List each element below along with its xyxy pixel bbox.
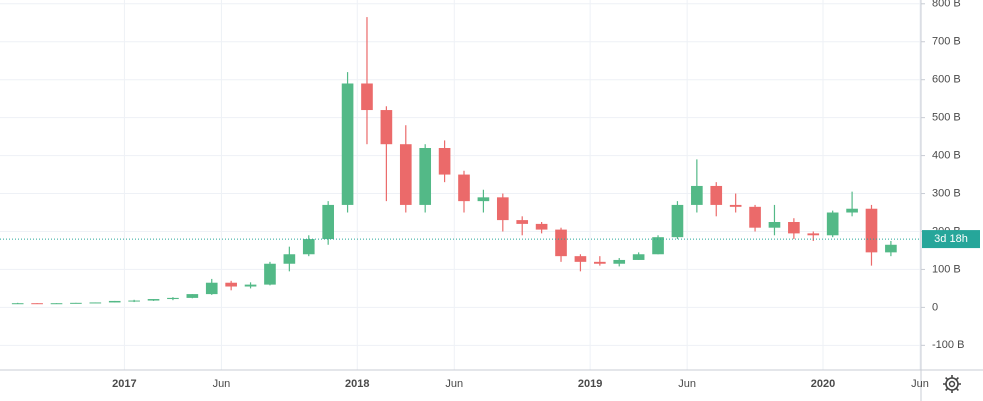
candle-body — [264, 263, 276, 285]
candle-body — [341, 83, 354, 205]
candle-body — [691, 185, 703, 205]
candle-body — [729, 204, 742, 207]
x-tick-label: Jun — [678, 378, 696, 390]
y-tick-label: 300 B — [932, 187, 961, 199]
x-tick-label: Jun — [445, 378, 463, 390]
y-tick-label: 400 B — [932, 149, 961, 161]
candle-body — [807, 233, 820, 236]
candle-body — [710, 185, 723, 205]
y-tick-label: -100 B — [932, 339, 964, 351]
candle-body — [749, 206, 761, 228]
candle-body — [613, 259, 626, 264]
y-tick-label: 800 B — [932, 0, 961, 10]
candle-body — [632, 254, 645, 260]
candle-body — [128, 300, 140, 302]
x-tick-label: Jun — [213, 378, 231, 390]
y-tick-label: 600 B — [932, 74, 961, 86]
candle-body — [225, 282, 237, 287]
candle-body — [50, 303, 63, 305]
y-tick-label: 100 B — [932, 263, 961, 275]
candle-body — [302, 239, 315, 255]
x-tick-label: 2019 — [578, 378, 602, 390]
candle-body — [167, 297, 179, 300]
candle-body — [458, 174, 470, 202]
settings-icon[interactable] — [943, 375, 961, 393]
candle-body — [652, 237, 664, 255]
x-tick-label: 2020 — [811, 378, 835, 390]
gear-center — [948, 380, 956, 388]
candle-body — [31, 303, 43, 305]
candle-body — [671, 204, 684, 238]
candle-body — [186, 294, 199, 298]
candle-body — [846, 208, 858, 213]
candle-body — [885, 244, 897, 253]
candle-body — [477, 197, 490, 202]
candle-body — [205, 282, 218, 295]
gear-teeth — [943, 375, 961, 393]
candle-body — [108, 300, 121, 303]
candle-body — [826, 212, 839, 236]
candle-body — [244, 284, 257, 287]
candle-body — [594, 261, 606, 264]
candle-body — [768, 222, 781, 228]
candle-body — [496, 197, 509, 221]
candle-body — [574, 256, 587, 262]
candle-body — [147, 299, 160, 301]
candle-body — [516, 220, 529, 224]
candle-body — [438, 148, 451, 175]
x-tick-label: Jun — [911, 378, 929, 390]
y-tick-label: 700 B — [932, 36, 961, 48]
candle-body — [70, 302, 82, 304]
candle-body — [89, 302, 102, 304]
candle-body — [283, 254, 296, 264]
candle-body — [865, 208, 878, 253]
candle-body — [788, 222, 800, 234]
candle-body — [361, 83, 373, 111]
candle-body — [555, 229, 567, 257]
candle-body — [322, 204, 334, 240]
candle-body — [535, 223, 548, 230]
candle-body — [380, 110, 393, 145]
y-tick-label: 0 — [932, 301, 938, 313]
candle-body — [11, 303, 24, 305]
countdown-badge — [922, 230, 980, 249]
y-tick-label: 500 B — [932, 112, 961, 124]
countdown-label: 3d 18h — [934, 233, 968, 245]
candle-body — [419, 148, 432, 205]
x-tick-label: 2017 — [112, 378, 136, 390]
candle-body — [399, 144, 412, 205]
x-tick-label: 2018 — [345, 378, 369, 390]
